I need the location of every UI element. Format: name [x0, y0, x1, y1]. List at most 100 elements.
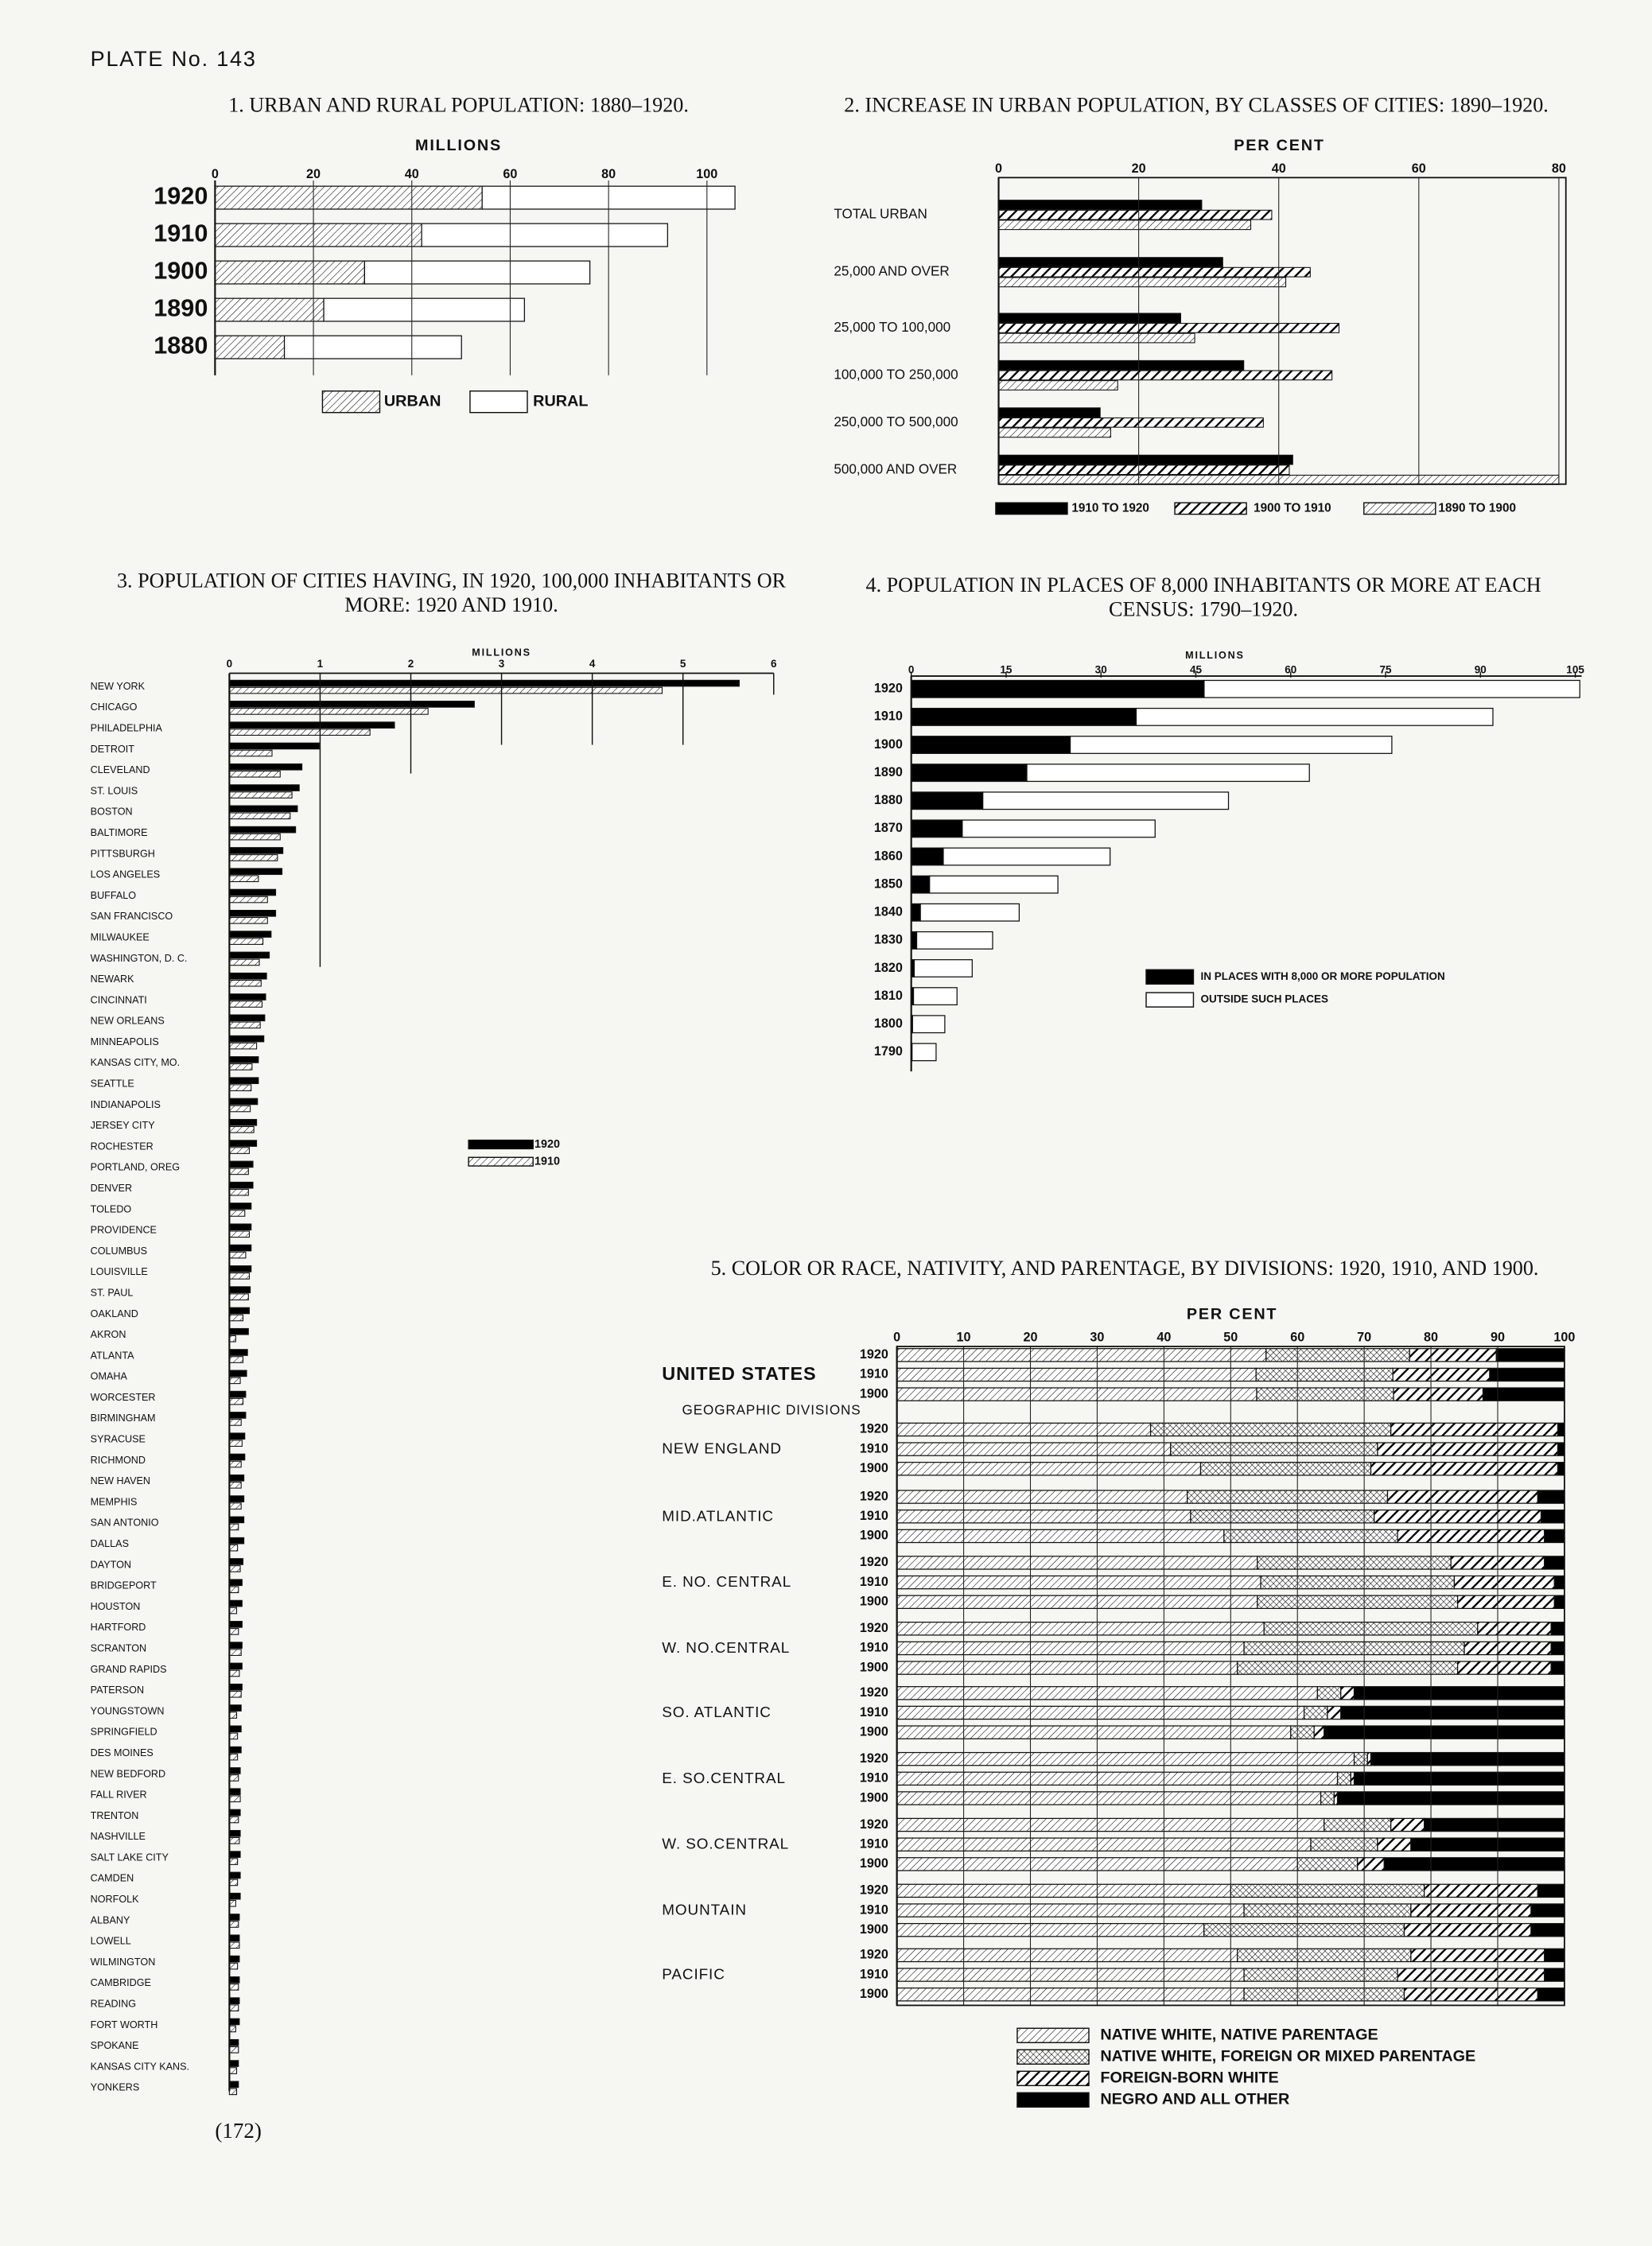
- bar: [228, 1836, 240, 1844]
- bar: [228, 847, 284, 854]
- bar-segment: [1223, 1529, 1398, 1544]
- bar: [228, 2046, 239, 2054]
- category-label: 250,000 TO 500,000: [834, 414, 958, 429]
- bar-segment: [1230, 1883, 1425, 1898]
- grid: [896, 1346, 1565, 2007]
- x-tick-label: 0: [908, 663, 915, 675]
- bar: [228, 679, 740, 687]
- category-label: DETROIT: [91, 744, 135, 755]
- bar-segment: [1403, 1922, 1532, 1937]
- category-label: 1900: [860, 1529, 888, 1543]
- bar: [228, 1795, 241, 1803]
- title-box: 1. URBAN AND RURAL POPULATION: 1880–1920…: [228, 95, 689, 118]
- bar: [997, 277, 1287, 288]
- x-axis-label: MILLIONS: [1185, 650, 1245, 661]
- category-label: 1920: [860, 1422, 888, 1436]
- bar: [228, 1432, 246, 1440]
- category-label: 1900: [860, 1386, 888, 1401]
- legend-swatch: [1145, 969, 1195, 985]
- bar: [228, 1460, 242, 1468]
- bar: [228, 1397, 244, 1405]
- legend-label: NATIVE WHITE, FOREIGN OR MIXED PARENTAGE: [1100, 2047, 1475, 2065]
- bar-segment: [1135, 707, 1494, 726]
- bar: [228, 1495, 245, 1502]
- bar: [228, 1997, 240, 2004]
- category-label: CLEVELAND: [91, 764, 150, 775]
- bar: [228, 1599, 243, 1607]
- bar: [228, 1419, 242, 1426]
- category-label: 1790: [874, 1044, 903, 1059]
- bar-segment: [1256, 1387, 1394, 1401]
- category-label: 1920: [874, 682, 903, 696]
- bar: [228, 1607, 238, 1615]
- category-label: 25,000 TO 100,000: [834, 320, 950, 335]
- bar-segment: [896, 1922, 1205, 1937]
- bar: [228, 1941, 240, 1949]
- bar-segment: [1340, 1705, 1565, 1720]
- category-label: PHILADELPHIA: [91, 723, 163, 734]
- bar: [228, 2025, 236, 2033]
- bar-segment: [214, 223, 422, 247]
- bar-segment: [1199, 1462, 1372, 1476]
- title-box: 3. POPULATION OF CITIES HAVING, IN 1920,…: [117, 570, 786, 618]
- group-label: SO. ATLANTIC: [662, 1704, 772, 1721]
- bar: [997, 454, 1293, 465]
- chart-title: 5. COLOR OR RACE, NATIVITY, AND PARENTAG…: [710, 1257, 1539, 1281]
- category-label: 1900: [860, 1856, 888, 1871]
- bar: [228, 1203, 252, 1210]
- plot-frame: [997, 177, 1567, 485]
- bar-segment: [1410, 1903, 1532, 1918]
- category-label: COLUMBUS: [91, 1245, 147, 1257]
- bar-segment: [896, 1348, 1267, 1362]
- bar-segment: [1237, 1948, 1412, 1963]
- bar: [228, 1921, 239, 1928]
- grid: [997, 177, 1567, 485]
- category-label: KANSAS CITY, MO.: [91, 1057, 180, 1068]
- x-tick-label: 0: [995, 161, 1002, 176]
- bar: [228, 1767, 241, 1774]
- category-label: 1900: [860, 1922, 888, 1937]
- bar: [228, 2004, 239, 2011]
- bar: [228, 896, 268, 903]
- bar-segment: [1257, 1595, 1459, 1609]
- bar: [228, 958, 260, 966]
- category-label: 1830: [874, 933, 903, 947]
- category-label: 1850: [874, 876, 903, 891]
- bar-segment: [1316, 1686, 1342, 1700]
- bar-segment: [1544, 1529, 1565, 1544]
- bar-segment: [1457, 1661, 1552, 1675]
- category-label: 1900: [860, 1987, 888, 2001]
- category-label: FALL RIVER: [91, 1789, 147, 1801]
- bar: [228, 1669, 240, 1677]
- category-label: 25,000 AND OVER: [834, 264, 949, 279]
- category-label: 1910: [860, 1771, 888, 1786]
- bar-segment: [1149, 1422, 1392, 1437]
- bar-segment: [1477, 1622, 1552, 1636]
- bar-segment: [1263, 1622, 1479, 1636]
- bar-segment: [1353, 1751, 1368, 1766]
- legend-label: 1900 TO 1910: [1254, 501, 1331, 515]
- bar: [228, 2018, 240, 2026]
- bar: [228, 721, 395, 729]
- title-box: 5. COLOR OR RACE, NATIVITY, AND PARENTAG…: [710, 1257, 1539, 1281]
- bar-segment: [911, 903, 921, 922]
- x-tick-label: 1: [317, 658, 324, 670]
- bar-segment: [911, 819, 963, 838]
- category-label: NEWARK: [91, 973, 134, 985]
- bar-segment: [896, 1387, 1257, 1401]
- bar-segment: [1424, 1817, 1565, 1832]
- bar: [228, 993, 266, 1001]
- x-tick-label: 60: [503, 167, 517, 181]
- bar-segment: [943, 847, 1111, 866]
- bar-segment: [1296, 1857, 1359, 1871]
- bar: [228, 1251, 247, 1259]
- bar-segment: [896, 1817, 1325, 1832]
- category-label: SPOKANE: [91, 2040, 139, 2051]
- bar: [228, 1788, 241, 1796]
- bar: [228, 1140, 258, 1147]
- bar-segment: [896, 1622, 1265, 1636]
- bar: [228, 1188, 249, 1196]
- bar-segment: [1397, 1968, 1545, 1982]
- bar: [228, 1565, 241, 1572]
- x-tick-label: 2: [408, 658, 414, 670]
